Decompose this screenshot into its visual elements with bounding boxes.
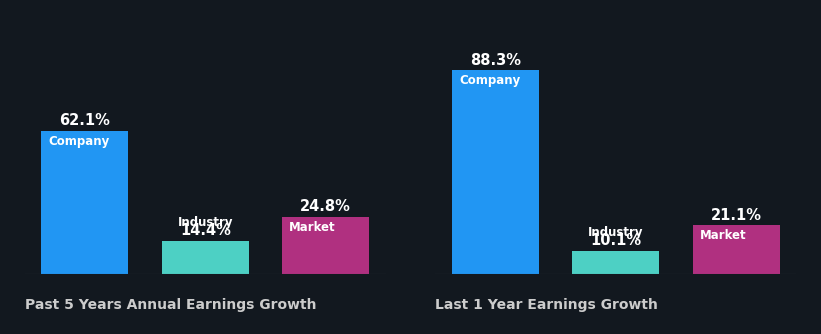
Text: Industry: Industry: [177, 216, 233, 229]
Bar: [162, 240, 249, 274]
Bar: [572, 250, 659, 274]
Text: Market: Market: [699, 229, 746, 242]
Bar: [693, 225, 779, 274]
Bar: [42, 131, 128, 274]
Text: Past 5 Years Annual Earnings Growth: Past 5 Years Annual Earnings Growth: [25, 298, 316, 312]
Text: Company: Company: [459, 74, 521, 87]
Text: Company: Company: [48, 135, 110, 148]
Text: Industry: Industry: [588, 226, 644, 239]
Text: Last 1 Year Earnings Growth: Last 1 Year Earnings Growth: [435, 298, 658, 312]
Bar: [282, 217, 369, 274]
Text: 24.8%: 24.8%: [300, 199, 351, 214]
Text: Market: Market: [289, 221, 336, 234]
Text: 62.1%: 62.1%: [59, 113, 110, 128]
Text: 14.4%: 14.4%: [180, 223, 231, 238]
Text: 10.1%: 10.1%: [590, 233, 641, 248]
Bar: [452, 70, 539, 274]
Text: 21.1%: 21.1%: [711, 208, 762, 223]
Text: 88.3%: 88.3%: [470, 53, 521, 68]
